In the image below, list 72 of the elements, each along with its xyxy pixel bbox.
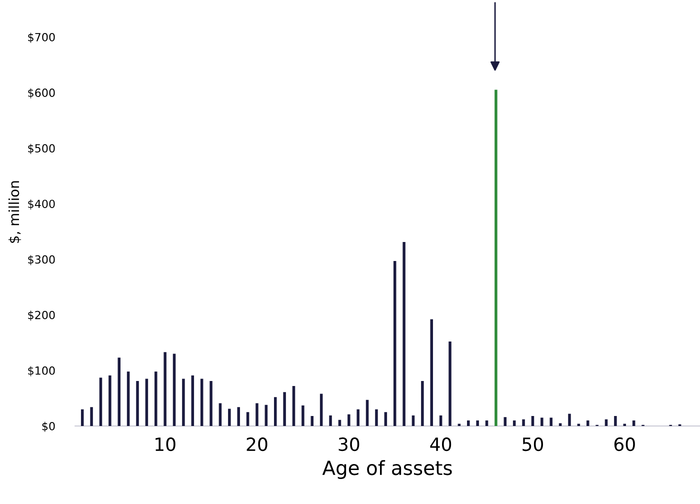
y-axis-title: $, million (8, 181, 22, 243)
bar (191, 375, 194, 426)
bar (494, 90, 498, 426)
y-tick-label: $200 (28, 310, 55, 321)
bar (320, 394, 323, 426)
y-tick-label: $0 (42, 422, 55, 432)
bar (302, 405, 304, 426)
bar (412, 415, 415, 426)
bar (512, 420, 516, 426)
x-tick-label: 20 (246, 437, 268, 452)
bar (393, 260, 396, 426)
x-tick-label: 30 (338, 437, 360, 452)
x-tick-label: 50 (522, 437, 544, 452)
y-tick-label: $300 (28, 255, 55, 266)
y-tick-label: $600 (28, 88, 55, 98)
bar (348, 414, 350, 426)
bar (614, 416, 617, 426)
bar (145, 378, 148, 426)
bar (136, 380, 139, 426)
y-tick-label: $500 (28, 144, 55, 154)
bar (310, 416, 314, 426)
bar (292, 386, 296, 426)
bar (182, 378, 185, 426)
bar (274, 397, 277, 426)
bar (80, 409, 84, 426)
x-tick-label: 10 (156, 437, 176, 452)
bar (531, 416, 534, 426)
bar (256, 403, 258, 426)
bar (329, 415, 332, 426)
bar (172, 354, 176, 426)
bar (522, 419, 525, 426)
bar (228, 408, 231, 426)
bar (558, 423, 562, 426)
bar (384, 412, 388, 426)
bar (366, 400, 369, 426)
bar (586, 420, 590, 426)
bar (218, 403, 222, 426)
bar (108, 375, 112, 426)
bar (118, 358, 120, 426)
x-tick-label: 60 (614, 437, 635, 452)
bar (375, 409, 378, 426)
bar (568, 414, 571, 426)
bar (430, 319, 433, 426)
bar (504, 417, 507, 426)
y-tick-label: $100 (28, 366, 55, 376)
bar (476, 420, 479, 426)
bar (448, 342, 452, 426)
bar (126, 372, 130, 426)
bar (283, 392, 286, 426)
bar (356, 409, 360, 426)
bar (338, 420, 342, 426)
bar (467, 420, 470, 426)
bar (246, 412, 250, 426)
bar (421, 380, 424, 426)
bar (200, 378, 204, 426)
x-axis-title: Age of assets (322, 460, 452, 479)
bar (90, 407, 93, 426)
bar (439, 415, 442, 426)
bar (540, 418, 544, 426)
bar (99, 378, 102, 426)
bar (632, 420, 636, 426)
y-tick-label: $400 (28, 199, 55, 210)
bar (154, 372, 158, 426)
bar (164, 352, 166, 426)
bar (210, 380, 212, 426)
x-tick-label: 40 (430, 437, 452, 452)
y-tick-label: $700 (28, 32, 55, 43)
bar (402, 242, 406, 426)
bar (264, 404, 268, 426)
bar (485, 420, 488, 426)
bar (550, 418, 552, 426)
bar (237, 407, 240, 426)
